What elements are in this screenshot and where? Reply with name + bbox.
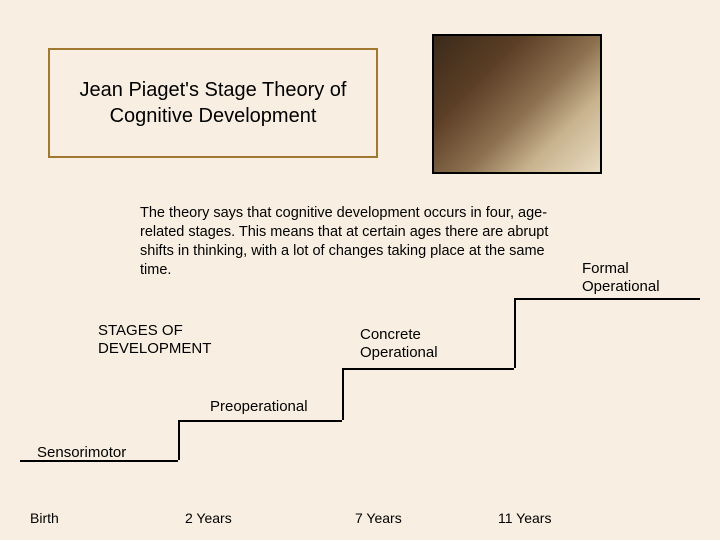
step-diagram xyxy=(20,290,700,510)
description-text: The theory says that cognitive developme… xyxy=(140,204,560,279)
step-v2 xyxy=(342,368,344,420)
age-label-7years: 7 Years xyxy=(355,510,402,526)
title-text: Jean Piaget's Stage Theory of Cognitive … xyxy=(60,77,366,129)
stage-label-sensorimotor: Sensorimotor xyxy=(37,444,126,462)
age-label-birth: Birth xyxy=(30,510,59,526)
stage-label-concrete-l1: Concrete xyxy=(360,326,421,343)
step-h2 xyxy=(178,420,342,422)
title-box: Jean Piaget's Stage Theory of Cognitive … xyxy=(48,48,378,158)
stage-label-formal-l2: Operational xyxy=(582,278,660,295)
piaget-photo xyxy=(432,34,602,174)
age-label-2years: 2 Years xyxy=(185,510,232,526)
step-h3 xyxy=(342,368,514,370)
stage-label-concrete: Concrete Operational xyxy=(360,326,438,362)
stage-label-concrete-l2: Operational xyxy=(360,344,438,361)
step-v1 xyxy=(178,420,180,460)
stage-label-preoperational: Preoperational xyxy=(210,398,308,416)
age-label-11years: 11 Years xyxy=(498,510,551,526)
stage-label-formal-l1: Formal xyxy=(582,260,629,277)
step-h4 xyxy=(514,298,700,300)
step-v3 xyxy=(514,298,516,368)
stage-label-formal: Formal Operational xyxy=(582,260,660,296)
